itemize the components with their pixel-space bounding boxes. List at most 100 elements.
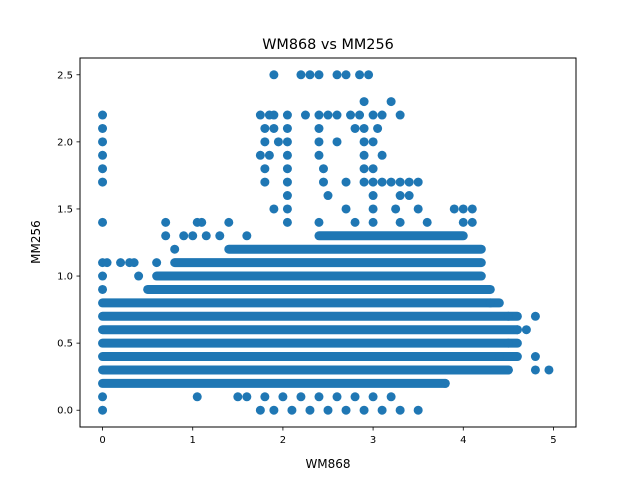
scatter-point — [386, 392, 396, 402]
scatter-point — [305, 405, 315, 415]
scatter-point — [413, 177, 423, 187]
scatter-point — [300, 110, 310, 120]
scatter-point — [273, 137, 283, 147]
axes-frame — [79, 57, 577, 428]
scatter-point — [269, 123, 279, 133]
scatter-point — [192, 392, 202, 402]
scatter-point — [395, 191, 405, 201]
scatter-point — [395, 177, 405, 187]
scatter-point — [98, 137, 108, 147]
scatter-point — [413, 204, 423, 214]
scatter-point — [503, 338, 513, 348]
scatter-band-10 — [224, 244, 486, 254]
scatter-point — [282, 177, 292, 187]
scatter-point — [422, 217, 432, 227]
scatter-point — [458, 204, 468, 214]
y-tick-label: 2.0 — [57, 137, 73, 148]
y-tick-label: 1.0 — [57, 272, 73, 283]
scatter-point — [98, 271, 108, 281]
scatter-point — [296, 70, 306, 80]
scatter-point — [359, 137, 369, 147]
scatter-point — [368, 137, 378, 147]
scatter-point — [255, 150, 265, 160]
scatter-point — [503, 365, 513, 375]
y-tick-label: 2.5 — [57, 70, 73, 81]
scatter-point — [255, 405, 265, 415]
scatter-band-0 — [98, 378, 450, 388]
scatter-point — [323, 191, 333, 201]
scatter-point — [98, 110, 108, 120]
scatter-point — [350, 123, 360, 133]
x-tick-label: 5 — [550, 435, 556, 446]
scatter-point — [341, 70, 351, 80]
scatter-point — [314, 392, 324, 402]
scatter-point — [296, 392, 306, 402]
scatter-point — [278, 392, 288, 402]
scatter-point — [368, 392, 378, 402]
scatter-point — [359, 405, 369, 415]
scatter-point — [161, 231, 171, 241]
scatter-band-7 — [143, 284, 495, 294]
scatter-point — [494, 352, 504, 362]
scatter-point — [404, 191, 414, 201]
scatter-point — [129, 258, 139, 268]
scatter-point — [359, 177, 369, 187]
scatter-point — [530, 365, 540, 375]
scatter-point — [373, 123, 383, 133]
scatter-band-3 — [98, 338, 522, 348]
scatter-point — [282, 217, 292, 227]
scatter-point — [233, 392, 243, 402]
scatter-point — [215, 231, 225, 241]
scatter-point — [530, 352, 540, 362]
scatter-point — [260, 123, 270, 133]
scatter-point — [260, 164, 270, 174]
scatter-point — [377, 405, 387, 415]
scatter-point — [282, 191, 292, 201]
scatter-point — [314, 110, 324, 120]
scatter-band-5 — [98, 311, 522, 321]
scatter-band-11 — [314, 231, 468, 241]
scatter-band-9 — [170, 258, 486, 268]
scatter-point — [440, 378, 450, 388]
scatter-point — [102, 258, 112, 268]
scatter-point — [341, 177, 351, 187]
scatter-point — [404, 177, 414, 187]
scatter-point — [305, 70, 315, 80]
scatter-point — [341, 204, 351, 214]
scatter-point — [485, 298, 495, 308]
scatter-point — [269, 70, 279, 80]
scatter-point — [359, 150, 369, 160]
y-axis-label: MM256 — [29, 220, 43, 264]
scatter-point — [314, 70, 324, 80]
y-tick-label: 0.0 — [57, 406, 73, 417]
x-axis: 0 1 2 3 4 5 — [99, 427, 557, 446]
scatter-point — [323, 405, 333, 415]
x-tick-label: 1 — [190, 435, 196, 446]
scatter-point — [282, 204, 292, 214]
scatter-point — [188, 231, 198, 241]
chart-title: WM868 vs MM256 — [262, 37, 394, 53]
scatter-point — [503, 311, 513, 321]
scatter-point — [98, 405, 108, 415]
scatter-point — [332, 70, 342, 80]
scatter-point — [368, 110, 378, 120]
scatter-point — [386, 177, 396, 187]
x-axis-label: WM868 — [305, 457, 350, 471]
scatter-point — [377, 150, 387, 160]
scatter-point — [314, 123, 324, 133]
scatter-point — [314, 150, 324, 160]
scatter-point — [467, 204, 477, 214]
scatter-point — [458, 217, 468, 227]
scatter-point — [269, 204, 279, 214]
scatter-point — [355, 70, 365, 80]
scatter-point — [201, 231, 211, 241]
scatter-point — [395, 110, 405, 120]
scatter-point — [282, 164, 292, 174]
scatter-point — [359, 123, 369, 133]
scatter-point — [264, 150, 274, 160]
scatter-point — [255, 110, 265, 120]
scatter-point — [282, 123, 292, 133]
scatter-point — [368, 191, 378, 201]
scatter-point — [318, 177, 328, 187]
